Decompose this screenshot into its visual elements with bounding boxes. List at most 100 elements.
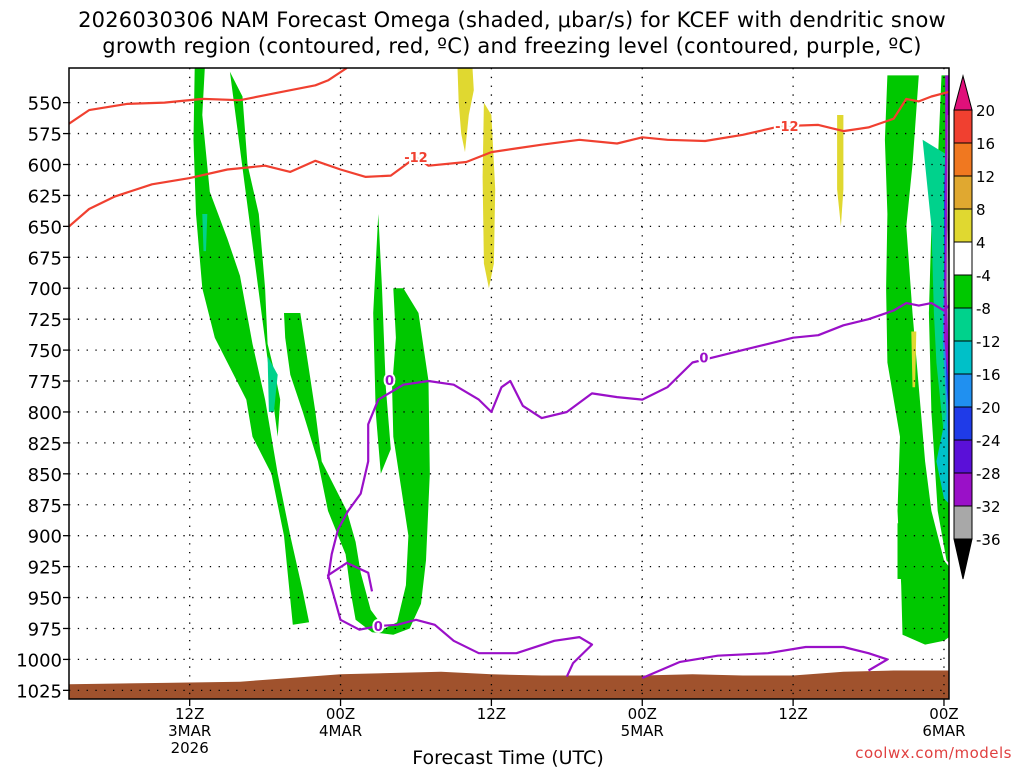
- colorbar-band-5: [953, 241, 973, 276]
- x-tick-label-6-3: 2026: [171, 739, 209, 757]
- y-tick-label-625: 625: [28, 186, 62, 207]
- x-tick-label-66-1: 00Z: [929, 705, 958, 723]
- omega-region-20: [911, 331, 917, 388]
- omega-region-1: [229, 71, 281, 437]
- plot-border: [68, 67, 950, 700]
- y-tick-label-550: 550: [28, 94, 62, 115]
- y-tick-label-1025: 1025: [16, 681, 62, 702]
- y-tick-label-1000: 1000: [16, 650, 62, 671]
- colorbar-label-0: 20: [976, 102, 995, 120]
- freezing-contour-right: [1007, 575, 1024, 616]
- x-tick-label-30-1: 12Z: [477, 705, 506, 723]
- omega-region-6: [897, 523, 904, 579]
- y-tick-label-700: 700: [28, 279, 62, 300]
- colorbar-band-7: [953, 307, 973, 342]
- y-tick-label-650: 650: [28, 217, 62, 238]
- colorbar-bottom-arrow: [953, 538, 973, 580]
- x-tick-label-6-1: 12Z: [175, 705, 204, 723]
- x-tick-label-18-2: 4MAR: [319, 722, 362, 740]
- y-tick-label-675: 675: [28, 248, 62, 269]
- omega-region-16: [457, 68, 474, 153]
- plot-frame: [68, 67, 950, 700]
- y-tick-label-975: 975: [28, 619, 62, 640]
- y-tick-label-850: 850: [28, 465, 62, 486]
- grid-layer: [69, 68, 949, 699]
- colorbar-label-9: -20: [976, 399, 1001, 417]
- y-tick-label-800: 800: [28, 403, 62, 424]
- colorbar-band-4: [953, 208, 973, 243]
- colorbar-band-6: [953, 274, 973, 309]
- colorbar-band-2: [953, 142, 973, 177]
- dgz-contour-upper: [69, 68, 348, 125]
- colorbar-band-9: [953, 373, 973, 408]
- dgz-contour-lower: [69, 90, 949, 228]
- contour-layer: -12-12-1200000: [69, 68, 1024, 680]
- omega-region-8: [267, 356, 278, 412]
- chart-title-line-1: 2026030306 NAM Forecast Omega (shaded, μ…: [78, 8, 946, 32]
- omega-region-18: [837, 115, 844, 227]
- dgz-label-1: -12: [404, 151, 428, 166]
- y-tick-label-600: 600: [28, 156, 62, 177]
- omega-region-4: [884, 75, 949, 645]
- y-tick-label-925: 925: [28, 558, 62, 579]
- x-tick-label-42-2: 5MAR: [621, 722, 664, 740]
- freezing-label-5: 0: [374, 620, 383, 635]
- terrain-layer: [69, 670, 949, 699]
- freezing-contour-bottom-right: [641, 645, 889, 680]
- terrain-surface: [69, 670, 949, 699]
- colorbar-label-2: 12: [976, 168, 995, 186]
- colorbar: 20 16 12 8 4 -4 -8 -12 -16 -20 -24 -28 -32 -36: [953, 74, 1001, 580]
- colorbar-band-1: [953, 109, 973, 144]
- freezing-label-1: 0: [385, 374, 394, 389]
- credit-link[interactable]: coolwx.com/models: [855, 744, 1012, 762]
- omega-region-9: [202, 214, 208, 252]
- freezing-label-2: 0: [699, 352, 708, 367]
- omega-region-3: [373, 214, 391, 474]
- freezing-contour-right-low: [994, 617, 1024, 658]
- x-tick-label-42-1: 00Z: [628, 705, 657, 723]
- colorbar-label-7: -12: [976, 333, 1001, 351]
- colorbar-band-3: [953, 175, 973, 210]
- y-tick-label-950: 950: [28, 589, 62, 610]
- colorbar-label-12: -32: [976, 498, 1001, 516]
- omega-region-7: [922, 139, 949, 480]
- colorbar-label-6: -8: [976, 300, 991, 318]
- freezing-contour-main: [326, 302, 949, 580]
- omega-region-0: [193, 68, 310, 625]
- colorbar-label-11: -28: [976, 465, 1001, 483]
- colorbar-label-1: 16: [976, 135, 995, 153]
- y-tick-label-775: 775: [28, 372, 62, 393]
- dgz-label-3: -12: [1014, 109, 1024, 124]
- y-tick-label-875: 875: [28, 496, 62, 517]
- omega-region-2: [284, 288, 430, 635]
- axes-layer: 550 575 600 625 650 675 700 725 750 775 800 825 850 8…: [16, 94, 965, 757]
- x-tick-label-18-1: 00Z: [326, 705, 355, 723]
- x-tick-label-66-2: 6MAR: [922, 722, 965, 740]
- dgz-label-2: -12: [775, 120, 799, 135]
- colorbar-label-10: -24: [976, 432, 1001, 450]
- colorbar-band-8: [953, 340, 973, 375]
- colorbar-band-11: [953, 439, 973, 474]
- omega-region-10: [936, 399, 949, 504]
- y-tick-label-825: 825: [28, 434, 62, 455]
- y-tick-label-900: 900: [28, 527, 62, 548]
- omega-region-17: [482, 102, 496, 289]
- y-tick-label-575: 575: [28, 125, 62, 146]
- x-axis-label: Forecast Time (UTC): [412, 747, 603, 768]
- colorbar-label-5: -4: [976, 267, 991, 285]
- colorbar-label-13: -36: [976, 531, 1001, 549]
- x-tick-label-54-1: 12Z: [778, 705, 807, 723]
- colorbar-top-arrow: [953, 74, 973, 111]
- colorbar-band-10: [953, 406, 973, 441]
- freezing-contour-lower: [326, 561, 594, 678]
- y-tick-label-725: 725: [28, 310, 62, 331]
- colorbar-label-8: -16: [976, 366, 1001, 384]
- colorbar-band-13: [953, 505, 973, 540]
- y-tick-label-750: 750: [28, 341, 62, 362]
- colorbar-band-12: [953, 472, 973, 507]
- omega-shading-layer: [193, 68, 949, 645]
- colorbar-label-3: 8: [976, 201, 986, 219]
- x-tick-label-6-2: 3MAR: [168, 722, 211, 740]
- colorbar-label-4: 4: [976, 234, 986, 252]
